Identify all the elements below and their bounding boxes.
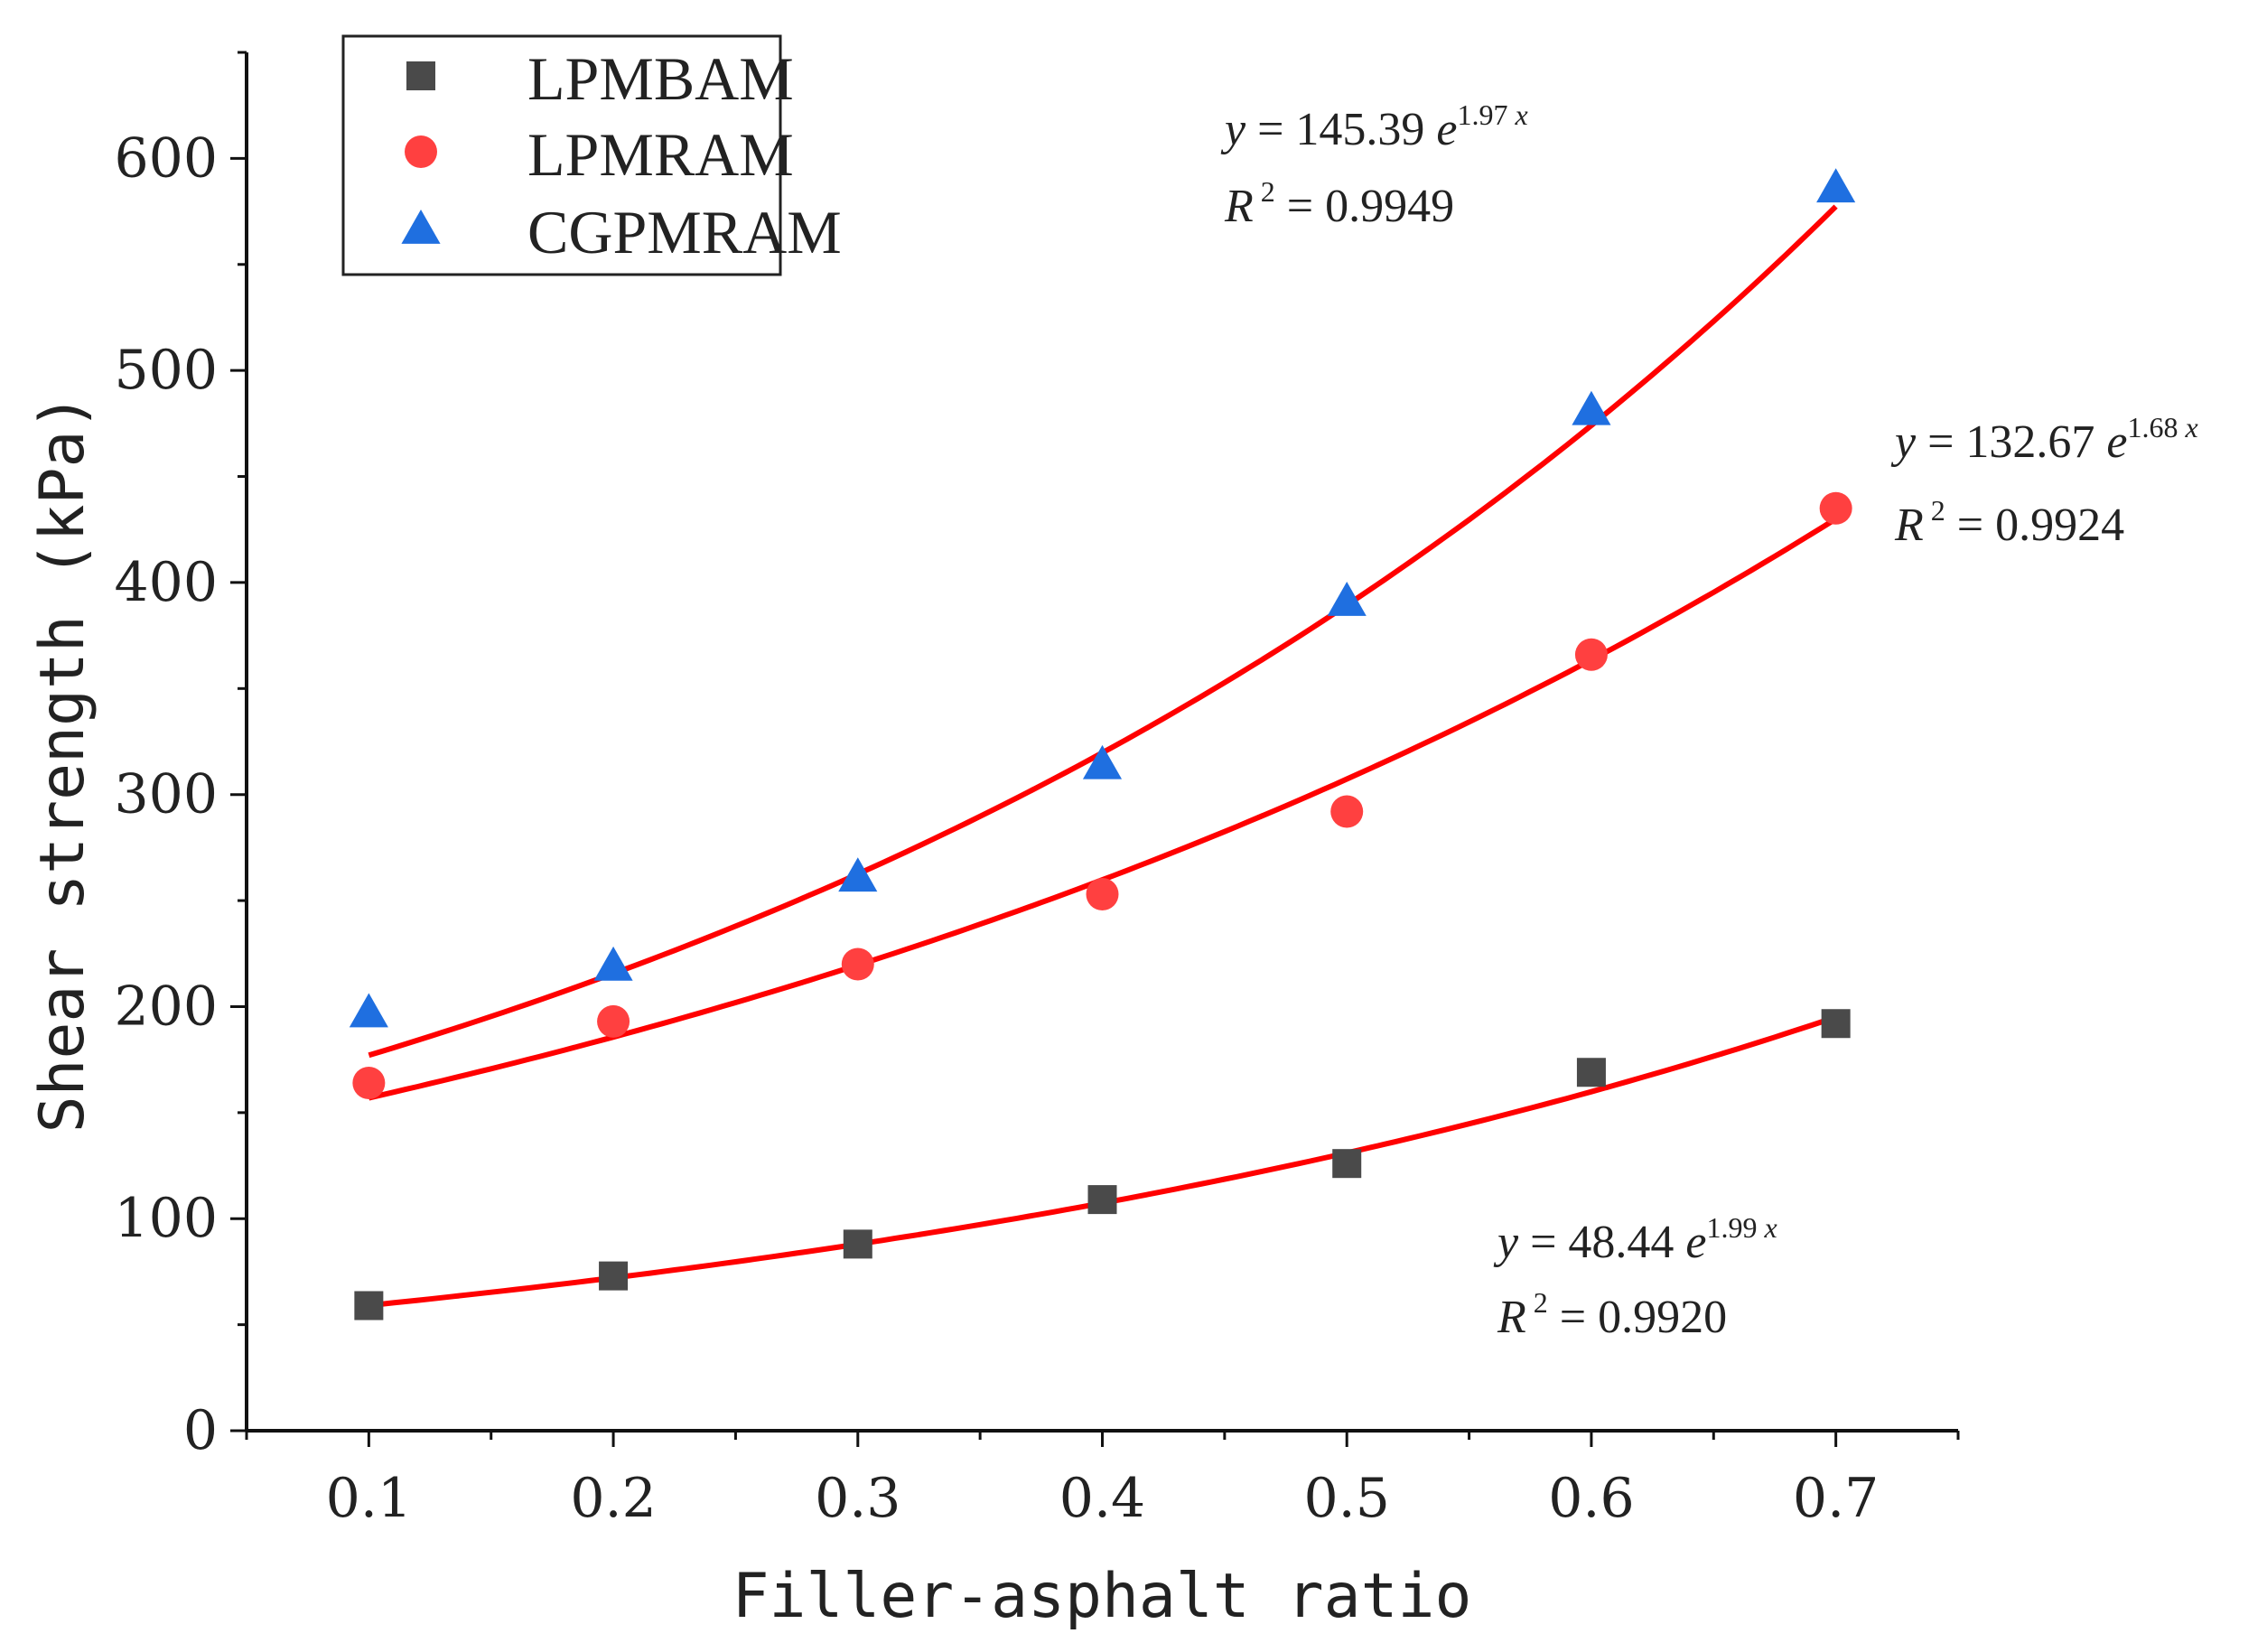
x-axis-title: Filler-asphalt ratio — [732, 1561, 1472, 1632]
data-point-lpmram — [841, 947, 874, 981]
data-point-lpmram — [1574, 638, 1608, 671]
y-tick-label: 200 — [114, 975, 218, 1038]
legend-marker-lpmbam — [406, 61, 435, 90]
data-point-lpmram — [1819, 491, 1852, 525]
fit-curve-cgpmram — [368, 204, 1838, 1059]
legend-label-lpmbam: LPMBAM — [527, 44, 794, 113]
y-axis-title: Shear strength (kPa) — [27, 394, 98, 1134]
data-point-lpmbam — [599, 1261, 629, 1291]
data-point-lpmbam — [354, 1291, 384, 1321]
data-point-cgpmram — [349, 993, 388, 1028]
data-point-lpmram — [352, 1066, 386, 1099]
equation-text: y = 48.44 e1.99 x — [1493, 1211, 1777, 1268]
data-point-lpmram — [1330, 795, 1364, 828]
fit-equation-cgpmram: y = 145.39 e1.97 x R 2 = 0.9949 — [1220, 98, 1528, 232]
fit-curve-lpmram — [368, 516, 1838, 1101]
x-tick-label: 0.3 — [815, 1467, 900, 1530]
x-tick-label: 0.5 — [1304, 1467, 1390, 1530]
data-point-lpmram — [597, 1004, 630, 1038]
legend-label-lpmram: LPMRAM — [527, 120, 794, 189]
data-point-lpmbam — [1087, 1185, 1117, 1215]
x-tick-label: 0.6 — [1548, 1467, 1634, 1530]
legend-marker-lpmram — [405, 135, 437, 168]
y-tick-label: 500 — [114, 339, 218, 402]
data-point-lpmbam — [1576, 1058, 1606, 1087]
r-squared-text: R 2 = 0.9924 — [1894, 494, 2124, 551]
data-point-cgpmram — [593, 946, 633, 981]
data-point-cgpmram — [1816, 168, 1856, 203]
y-tick-label: 400 — [114, 551, 218, 614]
fit-equation-lpmram: y = 132.67 e1.68 x R 2 = 0.9924 — [1890, 411, 2198, 551]
equation-text: y = 132.67 e1.68 x — [1890, 411, 2198, 468]
fit-equation-lpmbam: y = 48.44 e1.99 x R 2 = 0.9920 — [1493, 1211, 1777, 1343]
data-point-lpmbam — [843, 1229, 872, 1259]
r-squared-text: R 2 = 0.9920 — [1497, 1286, 1727, 1343]
data-point-cgpmram — [838, 857, 878, 892]
data-point-lpmbam — [1332, 1149, 1362, 1179]
legend-label-cgpmram: CGPMRAM — [527, 198, 842, 266]
equation-text: y = 145.39 e1.97 x — [1220, 98, 1528, 155]
x-tick-label: 0.1 — [326, 1467, 412, 1530]
data-point-cgpmram — [1572, 390, 1611, 425]
data-point-cgpmram — [1082, 744, 1123, 779]
data-point-lpmram — [1086, 878, 1119, 911]
data-point-cgpmram — [1327, 582, 1367, 616]
x-tick-label: 0.4 — [1059, 1467, 1145, 1530]
legend: LPMBAM LPMRAM CGPMRAM — [341, 34, 842, 276]
y-tick-label: 600 — [114, 126, 218, 190]
x-tick-label: 0.7 — [1793, 1467, 1879, 1530]
data-point-lpmbam — [1821, 1009, 1851, 1039]
x-tick-label: 0.2 — [570, 1467, 656, 1530]
y-tick-label: 0 — [183, 1399, 218, 1462]
r-squared-text: R 2 = 0.9949 — [1224, 175, 1454, 232]
legend-marker-cgpmram — [401, 210, 441, 244]
y-tick-label: 300 — [114, 763, 218, 826]
y-tick-label: 100 — [114, 1187, 218, 1250]
